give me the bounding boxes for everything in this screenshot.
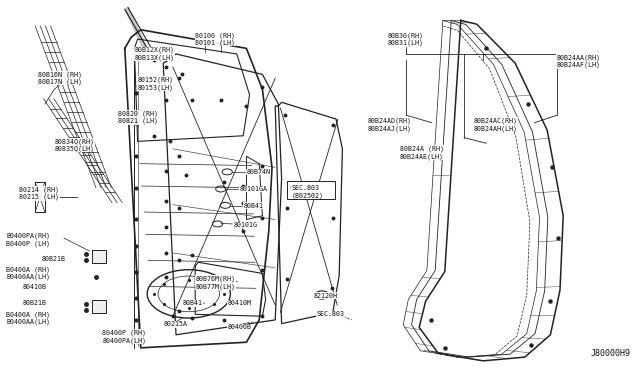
Text: SEC.803: SEC.803 [317, 312, 343, 317]
FancyBboxPatch shape [287, 181, 335, 199]
Text: 80215A: 80215A [163, 321, 187, 327]
Text: 80400P (RH)
80400PA(LH): 80400P (RH) 80400PA(LH) [102, 330, 147, 344]
Text: 80B24AD(RH)
80B24AJ(LH): 80B24AD(RH) 80B24AJ(LH) [368, 118, 412, 132]
Bar [92, 301, 106, 313]
Text: B0400A (RH)
B0400AA(LH): B0400A (RH) B0400AA(LH) [6, 266, 51, 280]
Text: 80834Q(RH)
80835Q(LH): 80834Q(RH) 80835Q(LH) [54, 138, 95, 152]
Text: 80B12X(RH)
80B13X(LH): 80B12X(RH) 80B13X(LH) [134, 47, 174, 61]
Text: 80B30(RH)
80B31(LH): 80B30(RH) 80B31(LH) [387, 32, 423, 46]
Text: B0400A (RH)
B0400AA(LH): B0400A (RH) B0400AA(LH) [6, 311, 51, 325]
Polygon shape [125, 7, 147, 50]
Text: 80B41: 80B41 [243, 203, 263, 209]
Text: 80101G: 80101G [234, 222, 258, 228]
Text: 80B24AA(RH)
80B24AF(LH): 80B24AA(RH) 80B24AF(LH) [557, 54, 601, 68]
Text: SEC.803: SEC.803 [290, 186, 316, 191]
Bar [92, 250, 106, 263]
Text: 80B21B: 80B21B [22, 300, 47, 306]
Text: 80B21B: 80B21B [42, 256, 65, 262]
Text: 80410M: 80410M [227, 300, 251, 306]
Text: 80B74N: 80B74N [246, 169, 270, 175]
Text: 80B24AC(RH)
80B24AH(LH): 80B24AC(RH) 80B24AH(LH) [474, 118, 518, 132]
Text: 80410B: 80410B [22, 284, 47, 290]
Text: 80152(RH)
80153(LH): 80152(RH) 80153(LH) [138, 77, 173, 91]
Text: 80820 (RH)
80821 (LH): 80820 (RH) 80821 (LH) [118, 110, 159, 124]
Text: (802502): (802502) [290, 192, 320, 197]
Text: 80B76M(RH)
80B77M(LH): 80B76M(RH) 80B77M(LH) [195, 276, 236, 290]
Text: 80B41: 80B41 [182, 300, 202, 306]
Text: 80214 (RH)
80215 (LH): 80214 (RH) 80215 (LH) [19, 186, 60, 201]
Text: SEC.803: SEC.803 [317, 311, 345, 317]
Text: SEC.803
(802502): SEC.803 (802502) [291, 185, 323, 199]
Text: 80101GA: 80101GA [239, 186, 268, 192]
Text: J80000H9: J80000H9 [590, 349, 630, 358]
Text: 80100 (RH)
80101 (LH): 80100 (RH) 80101 (LH) [195, 32, 236, 46]
Text: 82120H: 82120H [314, 293, 338, 299]
Text: 80B16N (RH)
80B17N (LH): 80B16N (RH) 80B17N (LH) [38, 71, 83, 85]
Text: B0400PA(RH)
B0400P (LH): B0400PA(RH) B0400P (LH) [6, 233, 51, 247]
Text: 80B24A (RH)
80B24AE(LH): 80B24A (RH) 80B24AE(LH) [400, 145, 444, 160]
Text: 80400B: 80400B [227, 324, 251, 330]
